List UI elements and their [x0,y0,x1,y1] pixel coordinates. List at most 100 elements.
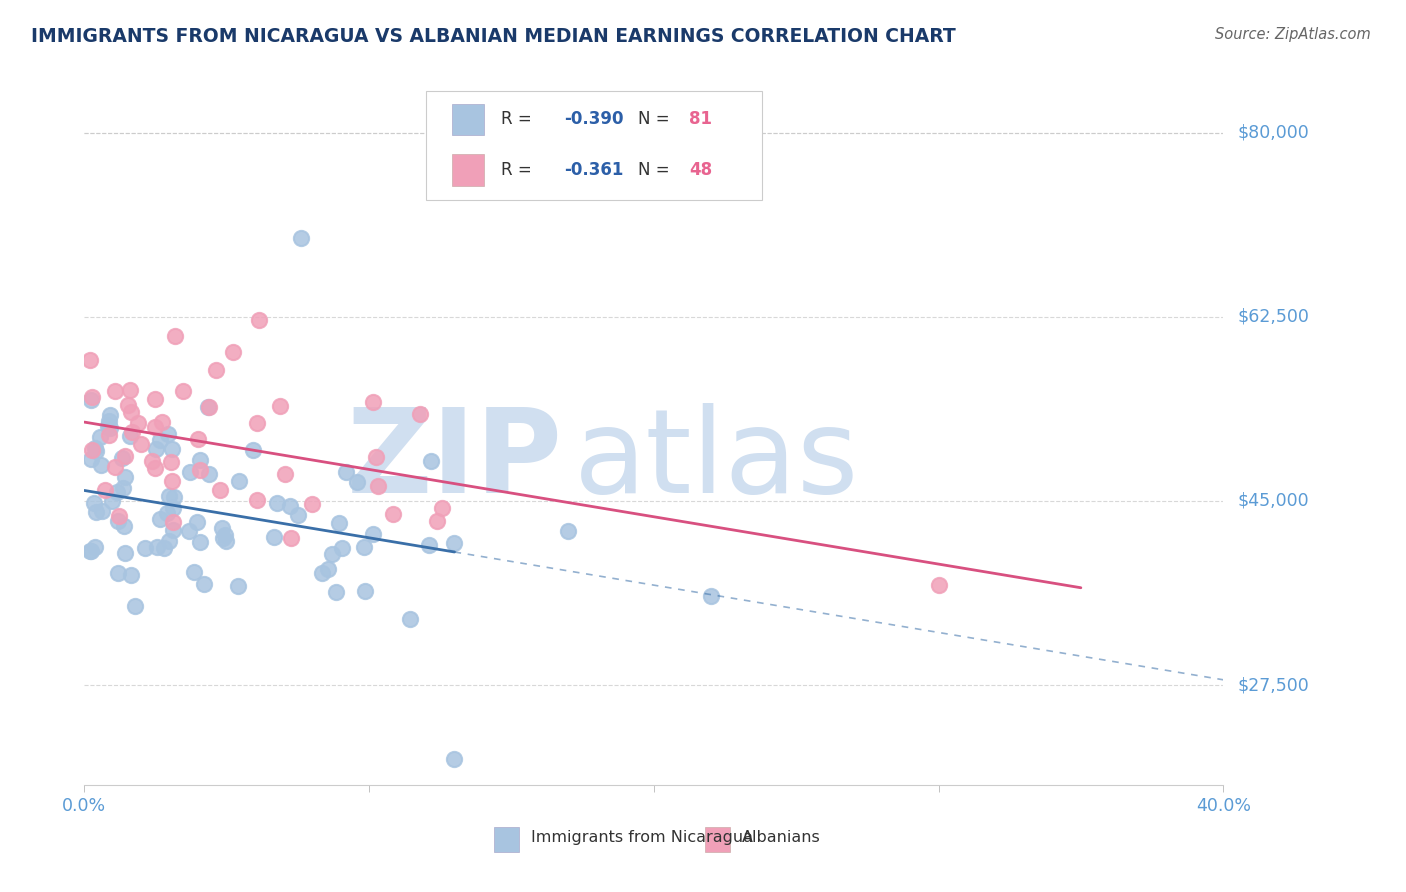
Text: -0.390: -0.390 [564,111,623,128]
Point [84,444,107,458]
Point [112,519,135,533]
Point [149,511,172,525]
Point [263,531,285,545]
Point [84,540,107,554]
Point [211,520,233,534]
Text: Source: ZipAtlas.com: Source: ZipAtlas.com [1215,27,1371,42]
Point [98,414,121,428]
Point [278,500,301,514]
Point [79,392,101,407]
Point [124,599,146,614]
Point [366,450,388,464]
Text: Immigrants from Nicaragua: Immigrants from Nicaragua [531,830,752,846]
Point [280,531,302,545]
Text: N =: N = [638,161,675,179]
Point [269,399,291,413]
Point [382,507,405,521]
Point [84,441,107,455]
Point [316,562,339,576]
Point [363,395,385,409]
Point [134,541,156,556]
Point [346,475,368,489]
Point [162,500,184,515]
Point [83,496,105,510]
Point [188,463,211,477]
Point [186,516,208,530]
Text: 81: 81 [689,111,711,128]
Text: $80,000: $80,000 [1237,124,1309,142]
Point [198,401,221,415]
Point [90,503,112,517]
Text: N =: N = [638,111,675,128]
Bar [453,103,484,136]
Point [266,495,288,509]
Point [117,398,139,412]
Point [98,421,121,435]
Point [367,479,389,493]
Point [205,363,228,377]
Bar [704,827,730,852]
Point [330,541,353,556]
Point [89,430,111,444]
Point [153,541,176,555]
Point [80,544,103,558]
Text: R =: R = [501,111,537,128]
Point [97,418,120,433]
Text: -0.361: -0.361 [564,161,623,179]
Point [110,451,132,466]
Point [156,506,179,520]
Text: $62,500: $62,500 [1237,308,1309,326]
Point [287,508,309,523]
Point [156,427,179,442]
Point [120,568,142,582]
Point [160,455,183,469]
Point [163,329,186,343]
Point [107,485,129,500]
Text: Albanians: Albanians [741,830,820,846]
Point [246,493,269,508]
Point [398,612,420,626]
Point [114,449,136,463]
Point [98,427,121,442]
Point [160,442,183,457]
Point [418,538,440,552]
Text: $27,500: $27,500 [1237,676,1309,694]
Point [108,508,131,523]
Point [409,407,432,421]
Point [114,470,136,484]
Point [101,494,124,508]
Point [107,514,129,528]
Point [157,489,180,503]
Point [426,514,449,528]
Point [143,461,166,475]
Point [172,384,194,398]
Point [443,752,465,766]
Point [197,400,219,414]
Point [141,454,163,468]
Point [353,541,375,555]
Point [143,392,166,407]
Point [700,589,723,603]
Point [557,524,579,538]
Point [121,404,143,418]
Point [127,416,149,430]
Point [311,566,333,580]
Point [928,578,950,592]
Point [179,465,201,479]
Point [193,577,215,591]
Bar [495,827,519,852]
Point [162,515,184,529]
Point [149,433,172,447]
Point [163,490,186,504]
Point [179,524,201,538]
Point [94,483,117,498]
Point [325,585,347,599]
Point [107,566,129,581]
Point [143,420,166,434]
Point [321,548,343,562]
Point [80,452,103,467]
Point [146,540,169,554]
Point [80,390,103,404]
Point [328,516,350,530]
Text: ZIP: ZIP [347,403,562,518]
